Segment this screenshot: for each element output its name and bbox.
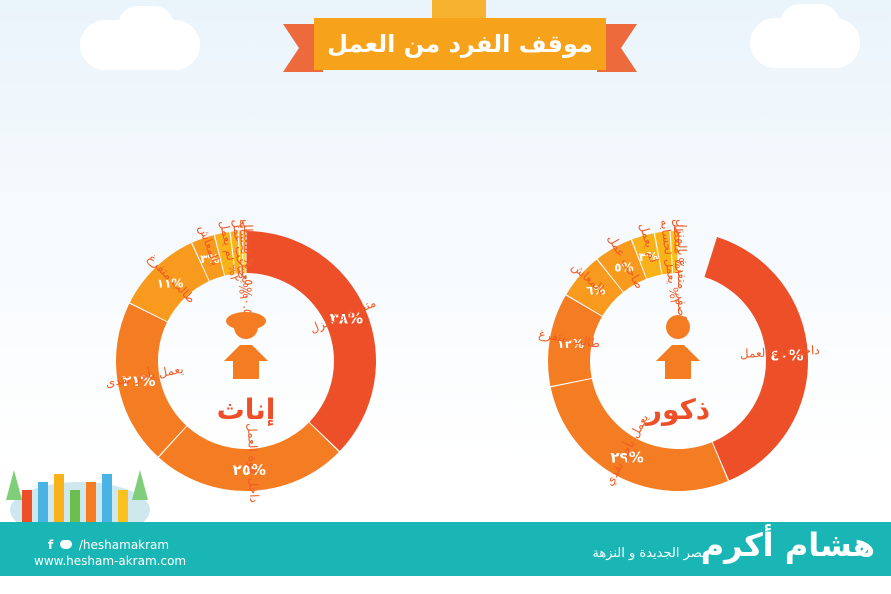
slice-value-label: ٣% — [200, 252, 219, 266]
building-icon — [54, 474, 64, 522]
slice-male-4 — [597, 239, 647, 292]
slice-male-3 — [566, 259, 623, 316]
slice-male-7 — [670, 231, 678, 274]
slice-female-5 — [214, 232, 235, 276]
building-icon — [22, 490, 32, 522]
person-body-icon — [656, 345, 700, 379]
slice-category-label: داخل قوة العمل — [244, 423, 261, 503]
brand-tagline: مصر الجديدة و النزهة — [592, 546, 709, 561]
slice-value-label: ١١% — [157, 277, 184, 291]
slice-female-2 — [116, 303, 187, 457]
title-ribbon — [283, 24, 637, 72]
slice-female-8 — [242, 231, 246, 274]
slice-male-0 — [704, 236, 808, 481]
page-title: موقف الفرد من العمل — [314, 18, 606, 70]
website-link[interactable]: www.hesham-akram.com — [34, 554, 187, 568]
slice-female-4 — [192, 235, 225, 281]
building-icon — [38, 482, 48, 522]
person-head-icon — [666, 315, 690, 339]
slice-value-label: ٤٠% — [770, 347, 803, 365]
slice-value-label: ١٢% — [557, 337, 584, 351]
tree-icon — [132, 470, 148, 500]
slice-value-label: ٣٨% — [330, 310, 363, 328]
person-head-icon — [234, 315, 258, 339]
slice-male-2 — [548, 295, 602, 387]
slice-category-label: ٠.٥% يعمل لحسابه — [236, 219, 254, 316]
building-icon — [102, 474, 112, 522]
chart-center-label: ذكور — [644, 393, 710, 426]
slice-value-label: ٢٩% — [610, 448, 643, 466]
social-handle: /heshamakram — [78, 538, 170, 552]
slice-category-label: %صفر متفرغ بالمنزل — [674, 219, 689, 327]
chart-center-label: إناث — [217, 393, 276, 427]
slice-value-label: ٢٥% — [233, 461, 266, 479]
tree-icon — [6, 470, 22, 500]
building-icon — [86, 482, 96, 522]
title-tab — [432, 0, 486, 18]
slice-category-label: داخل قوة العمل — [740, 343, 820, 362]
building-icon — [118, 490, 128, 522]
slice-male-5 — [632, 233, 662, 279]
facebook-icon[interactable]: f — [48, 538, 54, 552]
slice-value-label: ٥% — [614, 260, 633, 274]
slice-female-7 — [238, 231, 243, 274]
building-icon — [70, 490, 80, 522]
cloud-decoration — [118, 6, 174, 46]
slice-value-label: ٢١% — [122, 372, 155, 390]
footer-bar: هشام أكرم مصر الجديدة و النزهة f /hesham… — [0, 522, 891, 576]
slice-category-label: ٠.٥% متعطل — [241, 219, 256, 286]
slice-female-1 — [158, 422, 339, 492]
slice-category-label: ١% متعطل — [671, 219, 687, 276]
person-body-icon — [224, 345, 268, 379]
slice-male-6 — [654, 231, 673, 275]
slice-female-0 — [246, 231, 377, 452]
brand-name: هشام أكرم — [700, 526, 875, 564]
slice-male-1 — [550, 378, 728, 492]
social-links[interactable]: f /heshamakram — [48, 538, 169, 552]
twitter-icon[interactable] — [60, 540, 73, 549]
slice-value-label: ٣% — [639, 250, 658, 264]
slice-value-label: ٦% — [586, 283, 605, 297]
slice-female-3 — [129, 243, 209, 322]
footer-bottom-strip — [0, 576, 891, 594]
cloud-decoration — [780, 4, 840, 44]
slice-female-6 — [230, 231, 241, 274]
